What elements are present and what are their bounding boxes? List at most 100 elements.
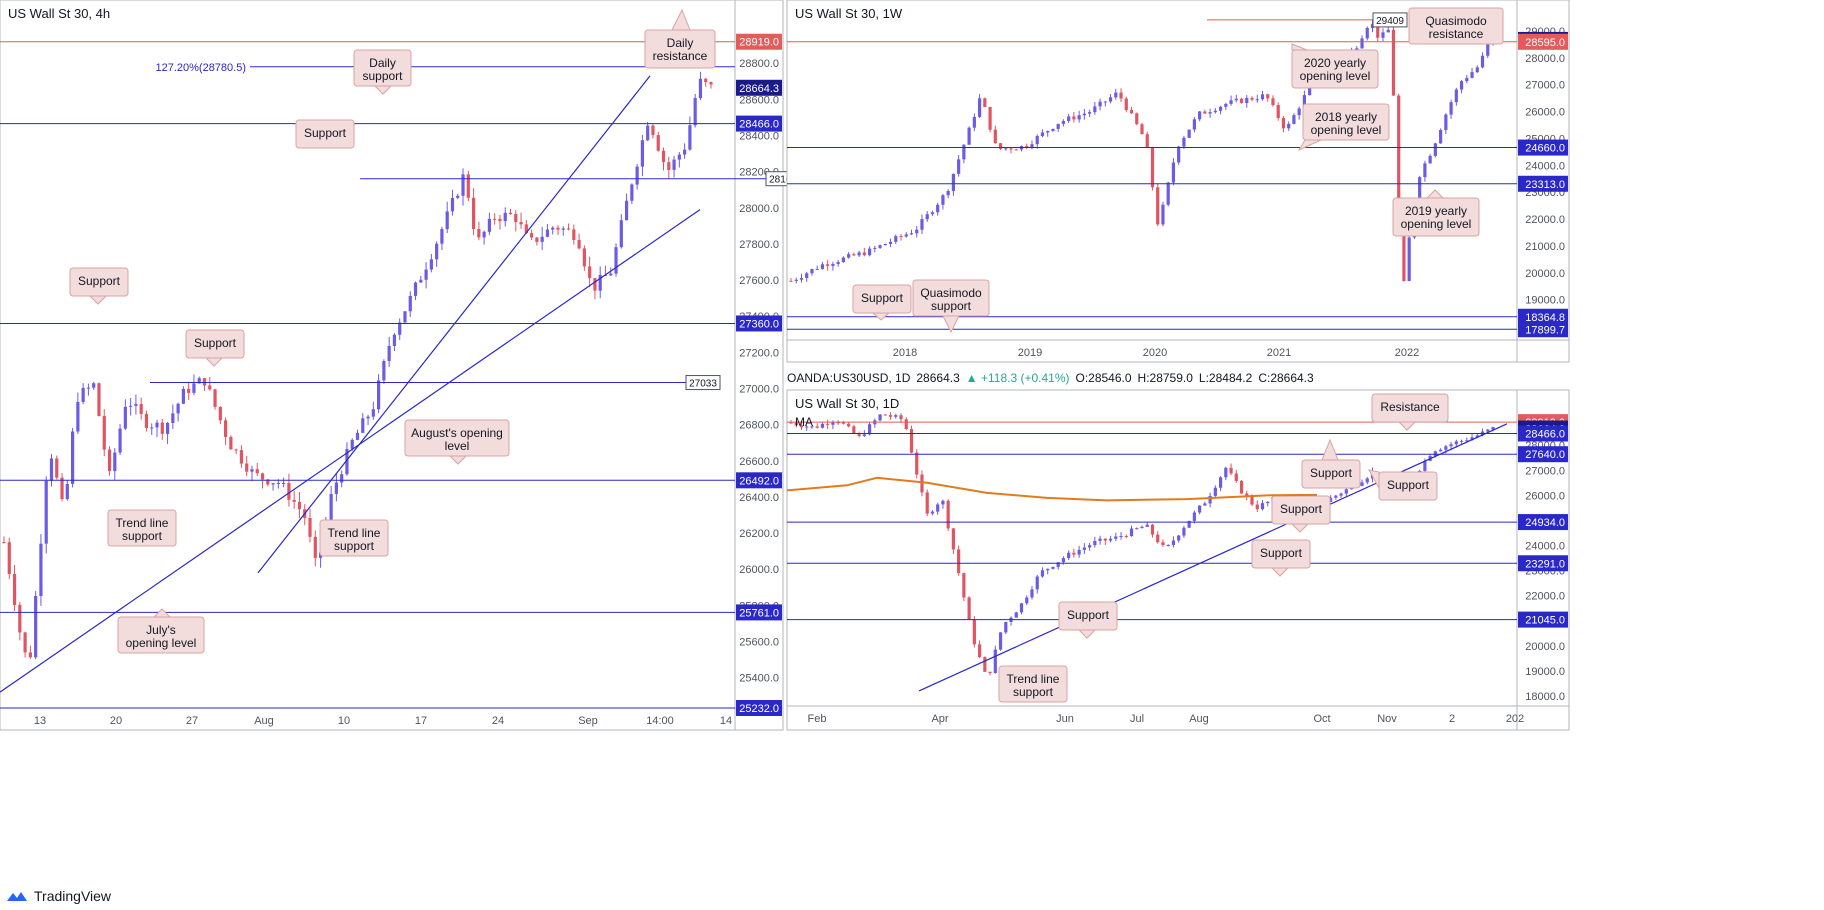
candle-body [102,416,106,450]
candle-body [1171,540,1176,545]
candle-body [820,423,825,428]
panel-border [0,0,784,731]
callout-text: Support [1280,502,1323,516]
callout-text: level [445,439,470,453]
candle-body [1365,478,1369,483]
candle-body [1365,27,1369,39]
ohlc-value: L:28484.2 [1199,371,1253,385]
candle-body [276,482,280,484]
candle-body [983,98,987,107]
time-tick-label: Jul [1130,713,1144,725]
price-tick-label: 28600.0 [739,94,779,106]
candle-body [392,334,397,346]
callout-label[interactable]: Support [69,267,129,305]
price-level-tag [736,115,782,132]
time-tick-label: 17 [415,715,427,727]
candle-body [440,229,444,244]
candle-body [915,452,919,475]
price-level-tag [1518,308,1568,325]
price-tick-label: 26800.0 [739,420,779,432]
callout-label[interactable]: Support [295,119,355,149]
candle-body [704,78,708,83]
daily-chart-panel[interactable]: 18000.019000.020000.021000.022000.023000… [786,371,1570,731]
price-level-label: 28919.0 [739,37,779,49]
callout-arrow [1297,139,1322,152]
candle-body [260,473,265,480]
callout-label[interactable]: Support [852,284,912,321]
candle-body [361,418,365,433]
candle-body [134,404,138,406]
candle-body [1088,112,1092,114]
candle-body [223,420,228,437]
callout-label[interactable]: Support [1271,495,1331,533]
candle-body [899,236,903,238]
candle-body [588,266,592,279]
candle-body [445,211,449,230]
callout-arrow [1368,469,1380,490]
candle-body [266,479,270,485]
candle-body [977,644,982,658]
callout-text: Support [1310,466,1353,480]
callout-arrow [152,608,172,618]
candle-body [1218,106,1223,111]
callout-label[interactable]: Support [1251,539,1311,577]
time-tick-label: 2022 [1395,347,1419,359]
candle-body [1108,97,1113,102]
candle-body [1114,536,1118,539]
candle-body [1255,504,1259,510]
callout-label[interactable]: Support [185,329,245,367]
price-level-tag [1518,33,1568,50]
candle-body [1140,124,1144,135]
candle-body [218,406,222,421]
weekly-chart-panel[interactable]: 18000.019000.020000.021000.022000.023000… [786,0,1570,363]
candle-body [487,218,492,232]
candle-body [1177,146,1181,163]
callout-text: support [931,299,972,313]
candle-body [524,224,528,234]
callout-label[interactable]: Support [1301,438,1361,489]
tradingview-brand[interactable]: TradingView [6,888,111,904]
candle-body [789,422,793,424]
candle-body [461,174,465,196]
callout-arrow [204,357,224,367]
price-level-tag [1518,611,1568,628]
callout-label[interactable]: Support [1368,469,1438,501]
candle-body [1051,128,1055,131]
callout-text: opening level [1401,217,1472,231]
candle-body [972,619,976,645]
callout-label[interactable]: Resistance [1371,393,1449,431]
ohlc-value: 28664.3 [916,371,960,385]
time-tick-label: 2 [1449,713,1455,725]
candle-body [1035,576,1039,590]
candle-body [508,212,513,214]
candle-body [1009,148,1013,150]
callout-text: resistance [653,49,708,63]
candle-body [165,422,170,434]
candle-body [667,162,671,170]
callout-text: support [1013,685,1054,699]
candle-body [192,383,196,393]
callout-box [295,119,355,149]
callout-text: August's opening [411,426,503,440]
candle-body [282,482,286,484]
candle-body [1046,568,1050,571]
callout-label[interactable]: Support [1058,601,1118,639]
candle-body [1234,98,1238,101]
candle-body [1114,92,1118,98]
candle-body [1423,460,1427,471]
candle-body [1213,487,1217,496]
candle-body [86,387,91,389]
h4-chart-panel[interactable]: 25400.025600.025800.026000.026200.026400… [0,0,801,731]
